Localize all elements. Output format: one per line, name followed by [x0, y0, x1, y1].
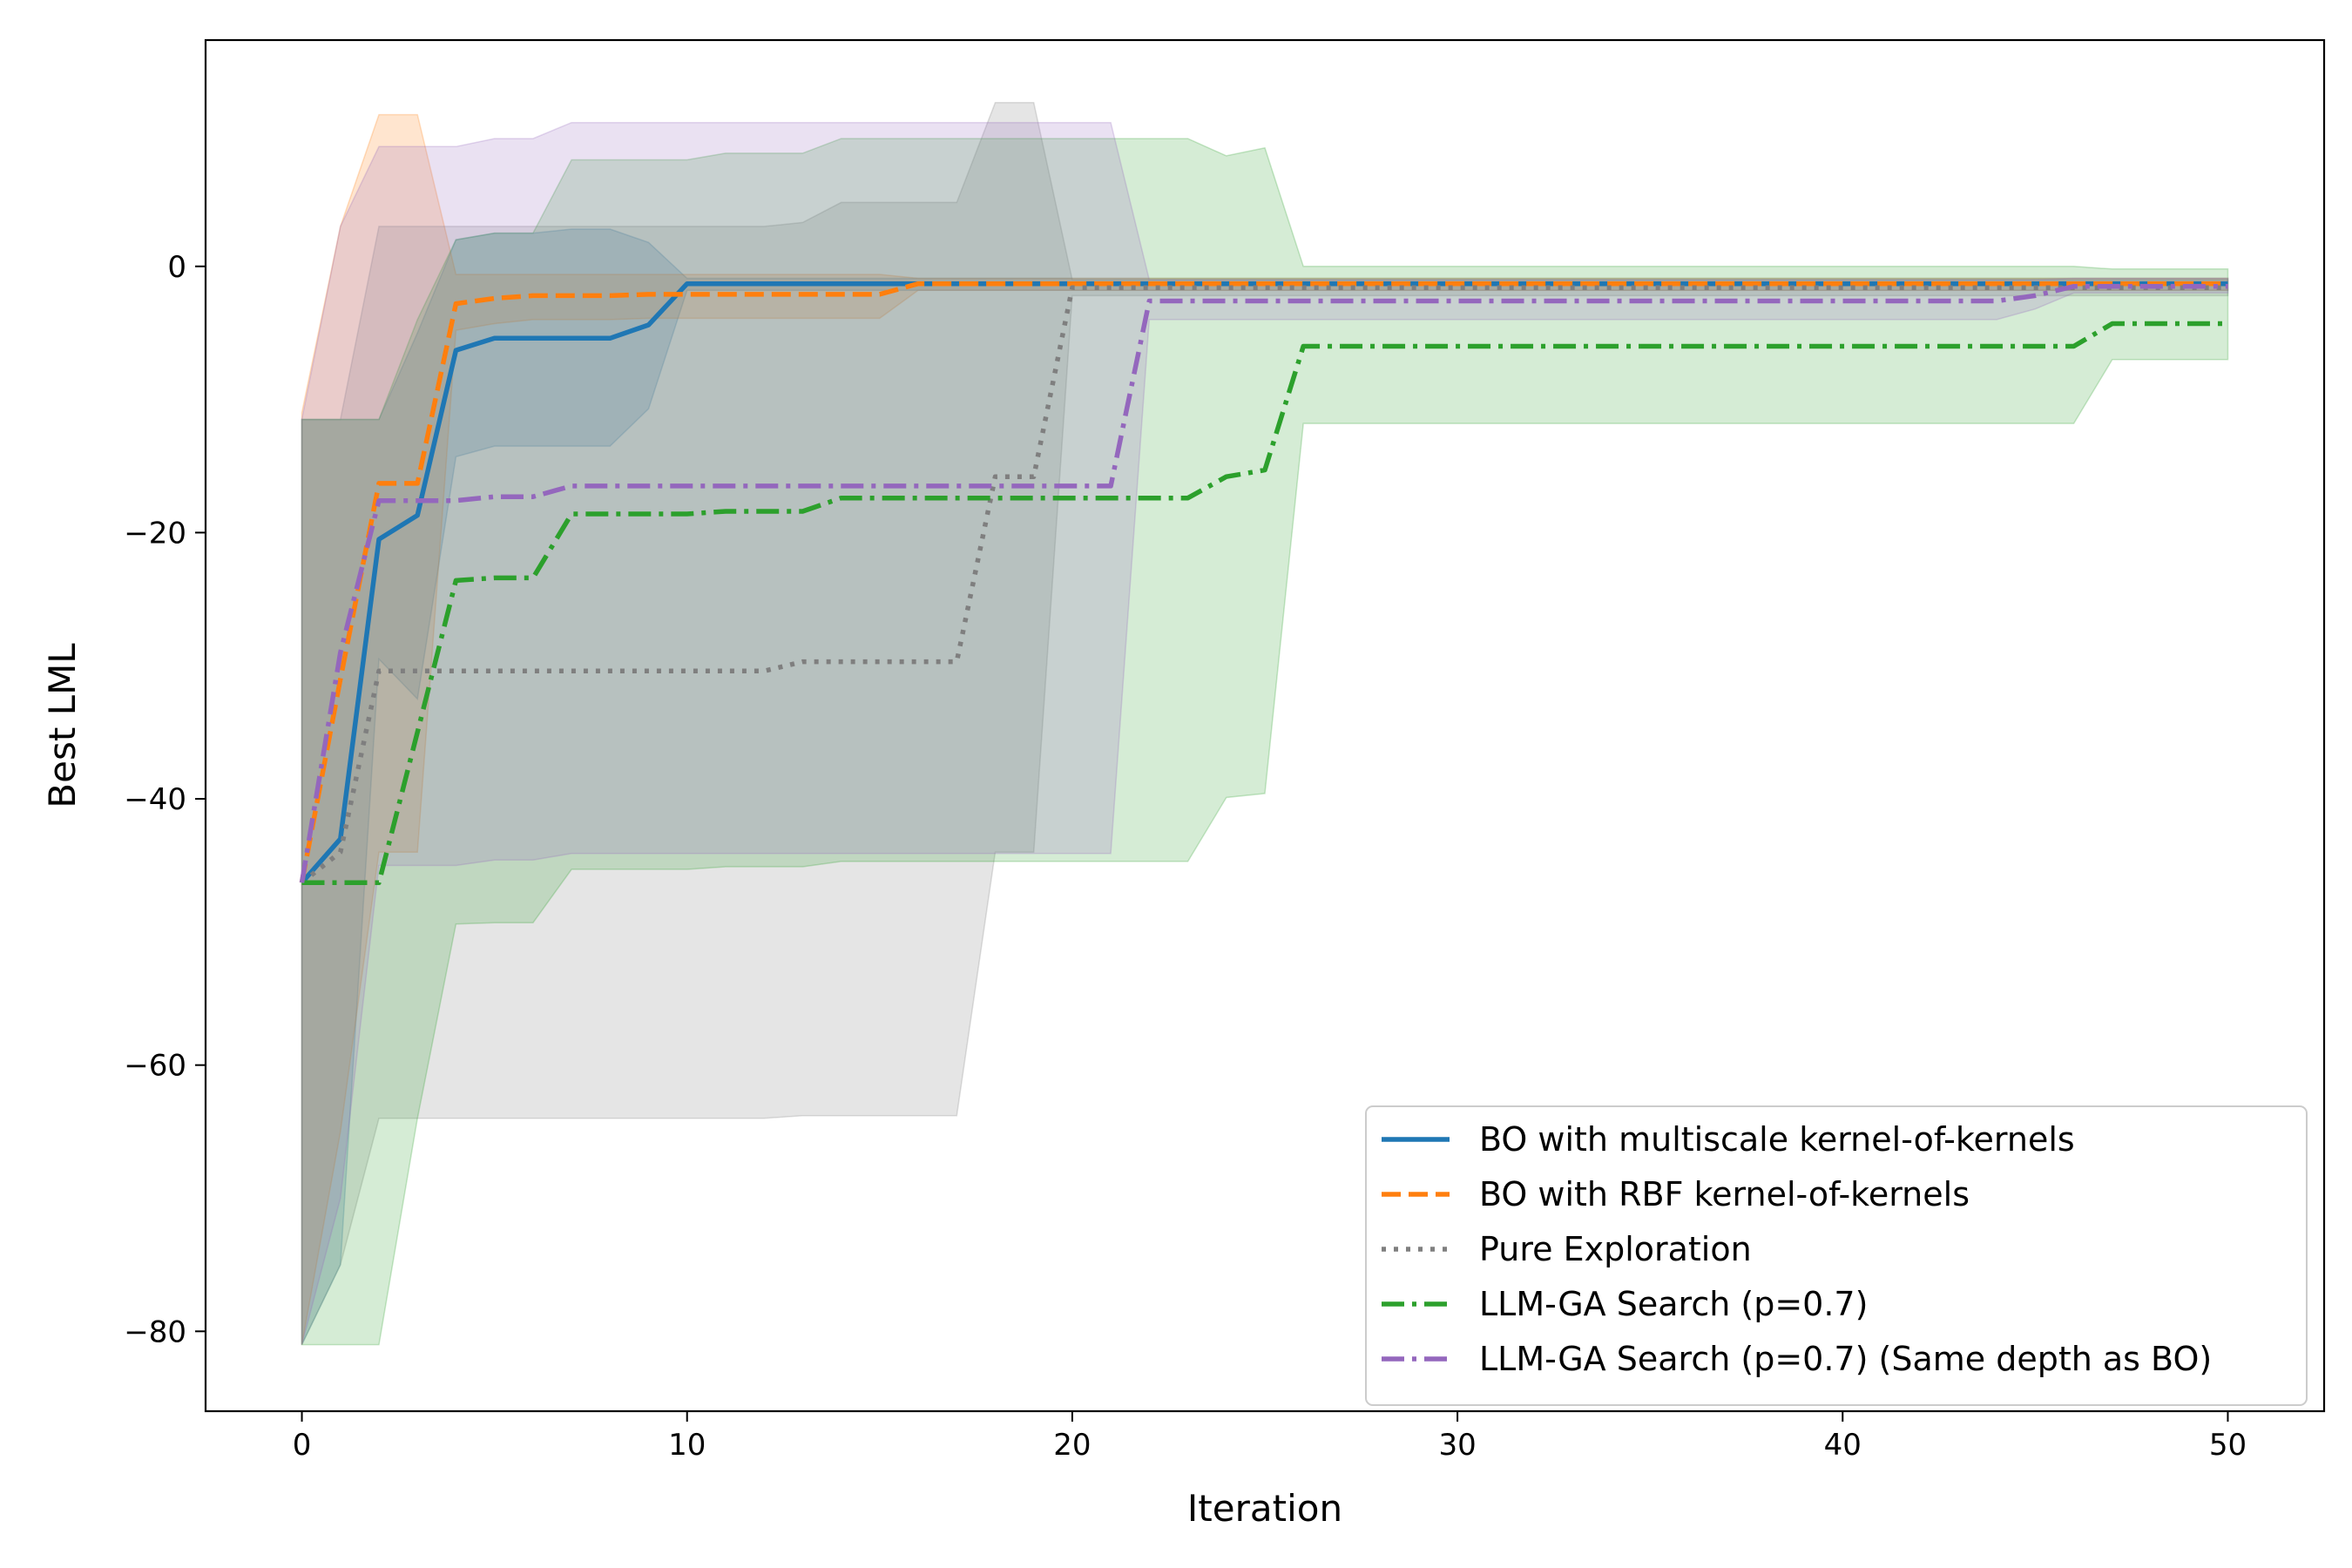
legend-label-4: LLM-GA Search (p=0.7) (Same depth as BO) — [1479, 1340, 2212, 1378]
legend-label-1: BO with RBF kernel-of-kernels — [1479, 1175, 1970, 1213]
y-tick-label: −80 — [124, 1315, 186, 1349]
y-tick-label: 0 — [167, 250, 186, 285]
x-tick-label: 50 — [2209, 1428, 2247, 1463]
y-tick-label: −20 — [124, 516, 186, 551]
y-axis: −80 −60 −40 −20 0 — [124, 250, 206, 1349]
x-tick-label: 30 — [1438, 1428, 1476, 1463]
y-tick-label: −60 — [124, 1049, 186, 1084]
y-tick-label: −40 — [124, 782, 186, 817]
y-axis-label: Best LML — [41, 643, 84, 808]
legend-label-0: BO with multiscale kernel-of-kernels — [1479, 1120, 2075, 1159]
line-series-2 — [300, 285, 2228, 885]
legend: BO with multiscale kernel-of-kernels BO w… — [1365, 1105, 2308, 1406]
legend-label-2: Pure Exploration — [1479, 1230, 1752, 1268]
legend-label-3: LLM-GA Search (p=0.7) — [1479, 1285, 1868, 1323]
x-tick-label: 20 — [1053, 1428, 1091, 1463]
band-series-3 — [301, 138, 2229, 1346]
band-series-2 — [301, 102, 2229, 1345]
line-series-1 — [299, 280, 2228, 883]
band-series-1 — [301, 113, 2229, 1345]
x-axis: 0 10 20 30 40 50 — [293, 1411, 2247, 1463]
x-tick-label: 40 — [1824, 1428, 1862, 1463]
x-axis-label: Iteration — [1187, 1487, 1342, 1530]
legend-box — [1365, 1105, 2308, 1406]
x-tick-label: 10 — [668, 1428, 706, 1463]
line-series-4 — [299, 283, 2228, 883]
x-tick-label: 0 — [293, 1428, 312, 1463]
plot-area-frame — [204, 38, 2326, 1413]
band-series-4 — [301, 121, 2229, 1345]
series-lines — [299, 280, 2228, 886]
line-series-3 — [301, 321, 2228, 886]
